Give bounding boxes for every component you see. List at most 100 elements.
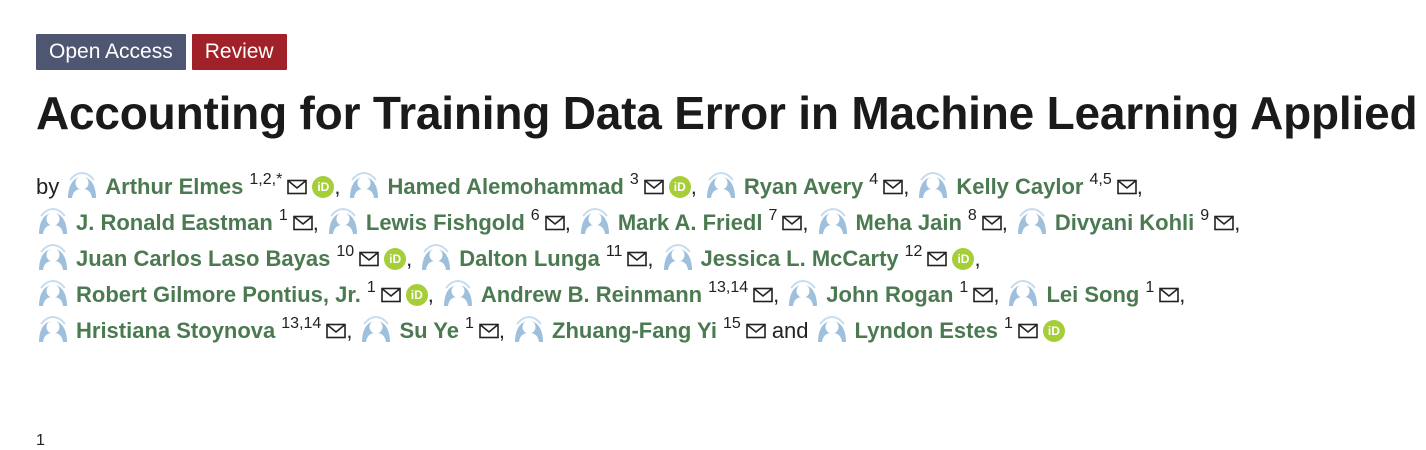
author-name-link[interactable]: John Rogan — [826, 282, 953, 308]
author-name-link[interactable]: Lyndon Estes — [855, 318, 998, 344]
author-name-link[interactable]: Divyani Kohli — [1055, 210, 1194, 236]
person-silhouette-icon[interactable] — [916, 172, 950, 202]
envelope-icon[interactable] — [644, 179, 664, 195]
envelope-icon[interactable] — [753, 287, 773, 303]
author-name-link[interactable]: Hristiana Stoynova — [76, 318, 275, 344]
author-entry: Divyani Kohli 9 — [1015, 208, 1234, 238]
comma-separator: , — [974, 246, 980, 272]
person-silhouette-icon[interactable] — [786, 280, 820, 310]
author-line: Robert Gilmore Pontius, Jr. 1 iD, Andrew B.… — [36, 277, 1416, 313]
author-name-link[interactable]: Juan Carlos Laso Bayas — [76, 246, 330, 272]
envelope-icon[interactable] — [1018, 323, 1038, 339]
envelope-icon[interactable] — [479, 323, 499, 339]
author-entry: Lei Song 1 — [1006, 280, 1179, 310]
author-name-link[interactable]: Lei Song — [1046, 282, 1139, 308]
author-name-link[interactable]: Andrew B. Reinmann — [481, 282, 702, 308]
author-name-link[interactable]: Kelly Caylor — [956, 174, 1083, 200]
envelope-icon[interactable] — [973, 287, 993, 303]
author-name-link[interactable]: Dalton Lunga — [459, 246, 600, 272]
envelope-icon[interactable] — [287, 179, 307, 195]
author-name-link[interactable]: Hamed Alemohammad — [387, 174, 623, 200]
affiliation-superscript: 9 — [1200, 207, 1209, 225]
person-silhouette-icon[interactable] — [65, 172, 99, 202]
author-entry: Arthur Elmes 1,2,* iD — [65, 172, 334, 202]
orcid-icon[interactable]: iD — [312, 176, 334, 198]
comma-separator: , — [346, 318, 352, 344]
person-silhouette-icon[interactable] — [704, 172, 738, 202]
envelope-icon[interactable] — [927, 251, 947, 267]
person-silhouette-icon[interactable] — [347, 172, 381, 202]
author-entry: Lyndon Estes 1 iD — [815, 316, 1065, 346]
envelope-icon[interactable] — [1117, 179, 1137, 195]
affiliation-superscript: 1 — [279, 207, 288, 225]
person-silhouette-icon[interactable] — [441, 280, 475, 310]
author-name-link[interactable]: Lewis Fishgold — [366, 210, 525, 236]
person-silhouette-icon[interactable] — [661, 244, 695, 274]
person-silhouette-icon[interactable] — [326, 208, 360, 238]
envelope-icon[interactable] — [1214, 215, 1234, 231]
person-silhouette-icon[interactable] — [36, 208, 70, 238]
affiliation-fragment: 1 — [36, 432, 45, 450]
orcid-icon[interactable]: iD — [669, 176, 691, 198]
orcid-icon[interactable]: iD — [384, 248, 406, 270]
envelope-icon[interactable] — [545, 215, 565, 231]
affiliation-superscript: 1,2,* — [249, 171, 282, 189]
affiliation-superscript: 10 — [336, 243, 354, 261]
affiliation-superscript: 4,5 — [1090, 171, 1112, 189]
orcid-icon[interactable]: iD — [1043, 320, 1065, 342]
author-name-link[interactable]: Mark A. Friedl — [618, 210, 763, 236]
author-entry: Meha Jain 8 — [816, 208, 1002, 238]
envelope-icon[interactable] — [746, 323, 766, 339]
author-entry: Juan Carlos Laso Bayas 10 iD — [36, 244, 406, 274]
author-entry: Andrew B. Reinmann 13,14 — [441, 280, 773, 310]
orcid-icon[interactable]: iD — [406, 284, 428, 306]
affiliation-superscript: 15 — [723, 315, 741, 333]
person-silhouette-icon[interactable] — [1006, 280, 1040, 310]
envelope-icon[interactable] — [293, 215, 313, 231]
person-silhouette-icon[interactable] — [512, 316, 546, 346]
comma-separator: , — [903, 174, 909, 200]
person-silhouette-icon[interactable] — [36, 244, 70, 274]
person-silhouette-icon[interactable] — [359, 316, 393, 346]
affiliation-superscript: 1 — [465, 315, 474, 333]
envelope-icon[interactable] — [883, 179, 903, 195]
author-name-link[interactable]: Robert Gilmore Pontius, Jr. — [76, 282, 361, 308]
open-access-badge[interactable]: Open Access — [36, 34, 186, 70]
envelope-icon[interactable] — [782, 215, 802, 231]
author-name-link[interactable]: Ryan Avery — [744, 174, 863, 200]
person-silhouette-icon[interactable] — [816, 208, 850, 238]
author-name-link[interactable]: Su Ye — [399, 318, 459, 344]
review-badge[interactable]: Review — [192, 34, 287, 70]
affiliation-superscript: 4 — [869, 171, 878, 189]
person-silhouette-icon[interactable] — [815, 316, 849, 346]
author-name-link[interactable]: Meha Jain — [856, 210, 962, 236]
comma-separator: , — [406, 246, 412, 272]
author-name-link[interactable]: J. Ronald Eastman — [76, 210, 273, 236]
comma-separator: , — [993, 282, 999, 308]
envelope-icon[interactable] — [1159, 287, 1179, 303]
person-silhouette-icon[interactable] — [578, 208, 612, 238]
orcid-icon[interactable]: iD — [952, 248, 974, 270]
person-silhouette-icon[interactable] — [36, 316, 70, 346]
author-line: J. Ronald Eastman 1, Lewis Fishgold 6, Mark … — [36, 205, 1416, 241]
author-name-link[interactable]: Jessica L. McCarty — [701, 246, 899, 272]
author-entry: Kelly Caylor 4,5 — [916, 172, 1136, 202]
envelope-icon[interactable] — [627, 251, 647, 267]
envelope-icon[interactable] — [326, 323, 346, 339]
author-entry: Mark A. Friedl 7 — [578, 208, 803, 238]
comma-separator: , — [565, 210, 571, 236]
person-silhouette-icon[interactable] — [1015, 208, 1049, 238]
envelope-icon[interactable] — [381, 287, 401, 303]
affiliation-superscript: 6 — [531, 207, 540, 225]
affiliation-superscript: 11 — [606, 243, 623, 261]
person-silhouette-icon[interactable] — [419, 244, 453, 274]
person-silhouette-icon[interactable] — [36, 280, 70, 310]
author-entry: Robert Gilmore Pontius, Jr. 1 iD — [36, 280, 428, 310]
affiliation-superscript: 12 — [905, 243, 923, 261]
author-name-link[interactable]: Arthur Elmes — [105, 174, 243, 200]
author-entry: Lewis Fishgold 6 — [326, 208, 565, 238]
badge-row: Open Access Review — [36, 34, 1416, 70]
author-name-link[interactable]: Zhuang-Fang Yi — [552, 318, 717, 344]
envelope-icon[interactable] — [982, 215, 1002, 231]
envelope-icon[interactable] — [359, 251, 379, 267]
